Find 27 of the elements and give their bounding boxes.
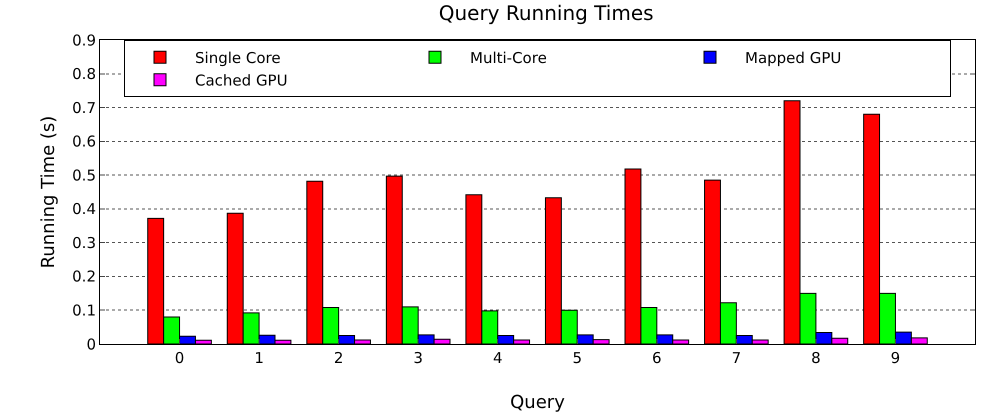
legend-label: Mapped GPU [745, 49, 842, 68]
y-tick-label: 0.8 [72, 65, 96, 84]
x-tick-label: 1 [254, 349, 264, 367]
y-tick-label: 0.9 [72, 31, 96, 50]
y-tick-label: 0.2 [72, 268, 96, 286]
x-tick-label: 8 [811, 349, 821, 367]
x-tick-label: 6 [652, 349, 662, 367]
x-tick-label: 2 [334, 349, 344, 367]
y-tick-label: 0.5 [72, 166, 96, 184]
x-tick-label: 5 [572, 349, 582, 367]
x-tick-label: 3 [413, 349, 423, 367]
legend-label: Multi-Core [470, 49, 547, 68]
x-tick-label: 4 [492, 349, 503, 367]
y-tick-label: 0.3 [72, 234, 96, 252]
y-tick-label: 0.1 [72, 301, 96, 320]
y-tick-label: 0 [86, 335, 96, 354]
x-tick-label: 7 [732, 349, 742, 367]
x-axis-title: Query [510, 392, 566, 413]
legend-label: Single Core [195, 49, 281, 68]
y-tick-label: 0.4 [72, 200, 96, 218]
y-tick-label: 0.6 [72, 132, 96, 151]
y-tick-label: 0.7 [72, 98, 96, 117]
chart-title: Query Running Times [438, 1, 654, 26]
y-axis-title: Running Time (s) [38, 116, 59, 268]
x-tick-label: 0 [174, 349, 184, 367]
x-tick-label: 9 [890, 349, 900, 367]
legend-label: Cached GPU [195, 72, 288, 90]
